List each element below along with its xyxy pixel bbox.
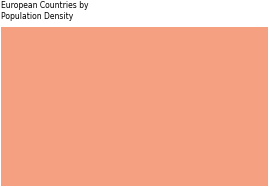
Text: European Countries by
Population Density: European Countries by Population Density — [1, 1, 89, 21]
Polygon shape — [1, 27, 268, 186]
